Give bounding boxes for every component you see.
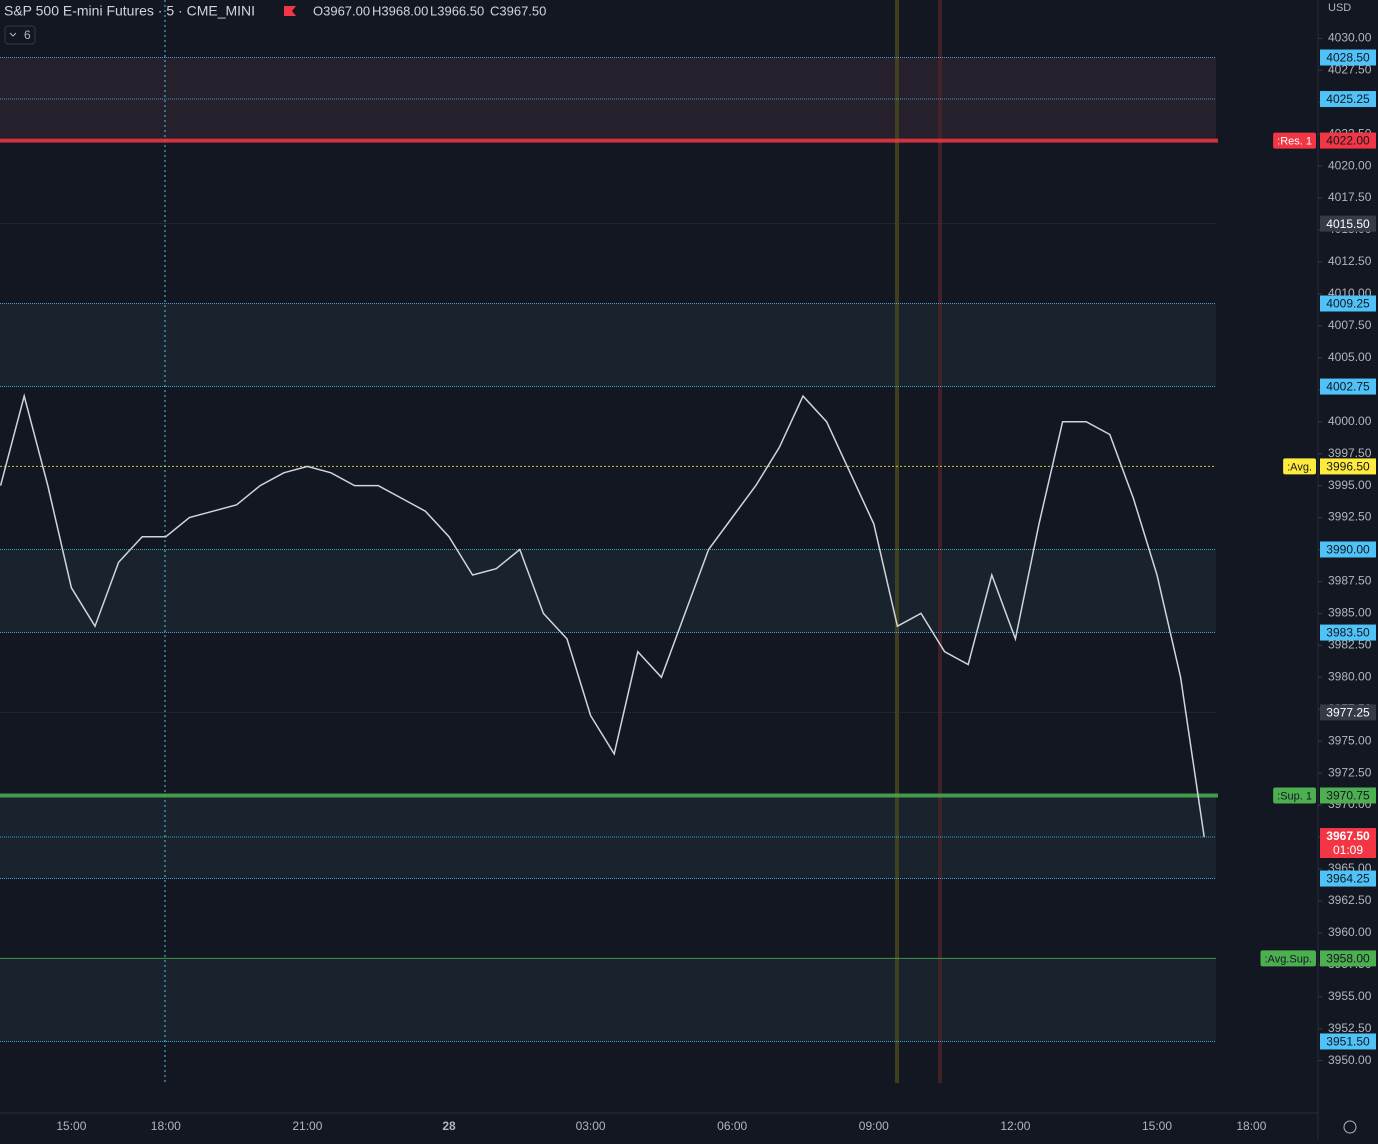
price-badge: [1320, 49, 1376, 66]
zone: [0, 795, 1216, 838]
y-tick-label: 3997.50: [1328, 446, 1372, 460]
y-tick-label: 4017.50: [1328, 190, 1372, 204]
x-tick-label: 18:00: [1236, 1119, 1266, 1133]
y-tick-label: 4020.00: [1328, 158, 1372, 172]
zone: [0, 99, 1216, 141]
x-tick-label: 18:00: [151, 1119, 181, 1133]
zone: [0, 958, 1216, 1042]
price-badge-label: 3990.00: [1326, 543, 1370, 557]
last-price: 3967.50: [1326, 829, 1370, 843]
y-tick-label: 3955.00: [1328, 989, 1372, 1003]
price-badge: [1320, 378, 1376, 395]
y-tick-label: 3962.50: [1328, 893, 1372, 907]
y-tick-label: 3980.00: [1328, 669, 1372, 683]
zone: [0, 303, 1216, 387]
x-tick-label: 03:00: [576, 1119, 606, 1133]
level-tag: :Avg.: [1287, 461, 1312, 473]
price-badge: [1320, 950, 1376, 967]
x-tick-label: 12:00: [1000, 1119, 1030, 1133]
y-tick-label: 3972.50: [1328, 765, 1372, 779]
y-tick-label: 4007.50: [1328, 318, 1372, 332]
level-tag-bg: [1273, 132, 1316, 149]
price-badge: [1320, 541, 1376, 558]
price-badge-label: 4025.25: [1326, 92, 1370, 106]
y-tick-label: 3995.00: [1328, 478, 1372, 492]
zone: [0, 837, 1216, 879]
indicator-toggle[interactable]: [4, 25, 36, 45]
level-tag: :Sup. 1: [1277, 790, 1312, 802]
x-tick-label: 15:00: [1142, 1119, 1172, 1133]
y-tick-label: 3960.00: [1328, 925, 1372, 939]
price-badge-label: 4028.50: [1326, 51, 1370, 65]
y-tick-label: 3952.50: [1328, 1021, 1372, 1035]
x-tick-label: 09:00: [859, 1119, 889, 1133]
y-tick-label: 4000.00: [1328, 414, 1372, 428]
price-badge-label: 3970.75: [1326, 789, 1370, 803]
x-tick-label: 15:00: [56, 1119, 86, 1133]
price-badge-label: 3983.50: [1326, 626, 1370, 640]
y-tick-label: 3987.50: [1328, 574, 1372, 588]
flag-icon: [284, 6, 296, 16]
ohlc-close: C3967.50: [490, 3, 546, 18]
price-badge-label: 4002.75: [1326, 380, 1370, 394]
price-badge: [1320, 1033, 1376, 1050]
y-tick-label: 4005.00: [1328, 350, 1372, 364]
level-tag-bg: [1283, 458, 1316, 475]
price-badge: [1320, 624, 1376, 641]
x-tick-label: 06:00: [717, 1119, 747, 1133]
y-tick-label: 4012.50: [1328, 254, 1372, 268]
countdown: 01:09: [1333, 843, 1363, 857]
price-badge-label: 4022.00: [1326, 134, 1370, 148]
y-tick-label: 3975.00: [1328, 733, 1372, 747]
y-tick-label: 3985.00: [1328, 606, 1372, 620]
level-tag-bg: [1273, 787, 1316, 804]
chevron: [9, 32, 17, 37]
y-tick-label: 3950.00: [1328, 1053, 1372, 1067]
ohlc-low: L3966.50: [430, 3, 484, 18]
level-tag-bg: [1260, 950, 1316, 967]
y-tick-label: 3982.50: [1328, 637, 1372, 651]
price-badge: [1320, 458, 1376, 475]
price-badge: [1320, 787, 1376, 804]
price-line: [0, 393, 1205, 838]
price-badge: [1320, 295, 1376, 312]
price-badge-label: 4009.25: [1326, 297, 1370, 311]
level-tag: :Res. 1: [1277, 135, 1312, 147]
price-badge-label: 3951.50: [1326, 1035, 1370, 1049]
ohlc-high: H3968.00: [372, 3, 428, 18]
price-badge-label: 4015.50: [1326, 217, 1370, 231]
price-badge: [1320, 870, 1376, 887]
currency[interactable]: USD: [1328, 2, 1351, 14]
price-badge-label: 3996.50: [1326, 460, 1370, 474]
ohlc-open: O3967.00: [313, 3, 370, 18]
price-badge: [1320, 91, 1376, 108]
x-tick-label: 28: [442, 1119, 456, 1133]
settings-icon[interactable]: [1343, 1120, 1357, 1134]
x-tick-label: 21:00: [292, 1119, 322, 1133]
y-tick-label: 3992.50: [1328, 510, 1372, 524]
price-badge-label: 3958.00: [1326, 952, 1370, 966]
indicator-count: 6: [24, 28, 31, 42]
symbol-title: S&P 500 E-mini Futures · 5 · CME_MINI: [4, 3, 255, 19]
price-badge: [1320, 704, 1376, 721]
last-price-badge: [1320, 828, 1376, 859]
zone: [0, 549, 1216, 633]
level-tag: :Avg.Sup.: [1265, 953, 1313, 965]
price-badge-label: 3977.25: [1326, 706, 1370, 720]
y-tick-label: 4027.50: [1328, 62, 1372, 76]
price-badge: [1320, 215, 1376, 232]
price-badge: [1320, 132, 1376, 149]
y-tick-label: 4030.00: [1328, 31, 1372, 45]
zone: [0, 57, 1216, 100]
price-badge-label: 3964.25: [1326, 872, 1370, 886]
